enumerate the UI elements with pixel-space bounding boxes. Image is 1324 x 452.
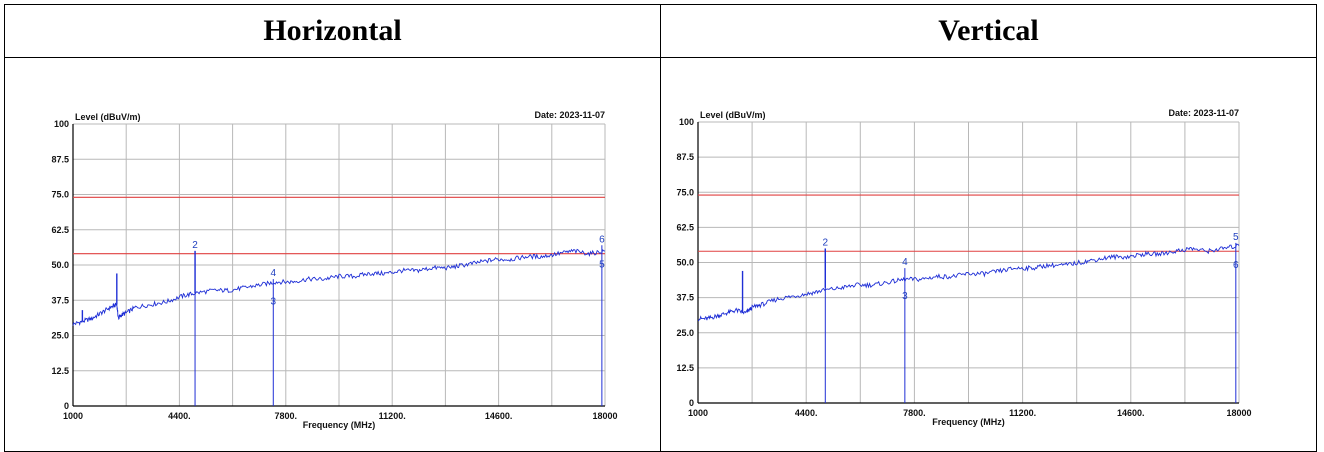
- x-tick-label: 14600.: [485, 411, 513, 421]
- marker-label: 3: [902, 291, 908, 302]
- x-tick-label: 18000: [1226, 408, 1251, 418]
- plot-cell-horizontal: 0 12.5 25.0 37.5 50.0 62.5 75.0 87.5 100 1000 4400…: [4, 57, 661, 452]
- x-tick-label: 18000: [592, 411, 617, 421]
- y-tick-label: 100: [679, 117, 694, 127]
- x-tick-label: 1000: [688, 408, 708, 418]
- x-tick-label: 7800.: [903, 408, 926, 418]
- y-tick-label: 50.0: [676, 258, 694, 268]
- x-axis-label: Frequency (MHz): [932, 417, 1005, 427]
- measurement-trace: [697, 243, 1240, 322]
- date-label: Date: 2023-11-07: [534, 110, 605, 120]
- marker-label: 2: [823, 237, 829, 248]
- marker-label: 4: [271, 268, 277, 279]
- y-tick-label: 100: [54, 119, 69, 129]
- y-tick-label: 0: [689, 398, 694, 408]
- y-tick-label: 62.5: [676, 222, 694, 232]
- x-axis-label: Frequency (MHz): [303, 420, 376, 430]
- panel-title-vertical: Vertical: [660, 4, 1317, 58]
- marker-label: 6: [1233, 260, 1239, 271]
- y-tick-label: 87.5: [51, 154, 69, 164]
- marker-label: 5: [1233, 232, 1239, 243]
- y-tick-label: 12.5: [676, 363, 694, 373]
- x-tick-label: 1000: [63, 411, 83, 421]
- y-tick-label: 25.0: [676, 328, 694, 338]
- y-axis-label: Level (dBuV/m): [75, 112, 141, 122]
- y-tick-label: 75.0: [51, 190, 69, 200]
- chart-vertical: 0 12.5 25.0 37.5 50.0 62.5 75.0 87.5 100 1000 4400…: [676, 108, 1251, 427]
- measurement-trace: [72, 248, 605, 327]
- marker-label: 2: [192, 240, 198, 251]
- y-axis-label: Level (dBuV/m): [700, 110, 766, 120]
- date-label: Date: 2023-11-07: [1168, 108, 1239, 118]
- y-tick-label: 75.0: [676, 187, 694, 197]
- results-table: Horizontal Vertical 0 12.5 25.0 37.5 50.0 62.…: [4, 4, 1317, 452]
- chart-horizontal: 0 12.5 25.0 37.5 50.0 62.5 75.0 87.5 100 1000 4400…: [51, 110, 617, 430]
- marker-label: 3: [271, 296, 277, 307]
- y-tick-label: 50.0: [51, 260, 69, 270]
- x-tick-label: 11200.: [1009, 408, 1036, 418]
- x-tick-label: 4400.: [168, 411, 191, 421]
- x-tick-label: 14600.: [1117, 408, 1145, 418]
- y-tick-label: 87.5: [676, 152, 694, 162]
- marker-label: 5: [599, 260, 605, 271]
- x-tick-label: 7800.: [275, 411, 298, 421]
- y-tick-label: 37.5: [676, 293, 694, 303]
- y-tick-label: 37.5: [51, 295, 69, 305]
- x-tick-label: 4400.: [795, 408, 818, 418]
- plot-cell-vertical: 0 12.5 25.0 37.5 50.0 62.5 75.0 87.5 100 1000 4400…: [660, 57, 1317, 452]
- marker-label: 6: [599, 234, 605, 245]
- x-tick-label: 11200.: [379, 411, 406, 421]
- y-tick-label: 12.5: [51, 366, 69, 376]
- y-tick-label: 62.5: [51, 225, 69, 235]
- y-tick-label: 25.0: [51, 331, 69, 341]
- marker-label: 4: [902, 257, 908, 268]
- panel-title-horizontal: Horizontal: [4, 4, 661, 58]
- y-tick-label: 0: [64, 401, 69, 411]
